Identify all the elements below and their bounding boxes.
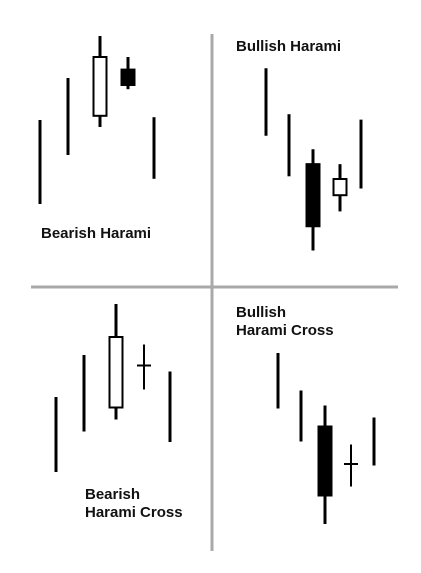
label-line: Bearish — [85, 486, 141, 503]
label-line: Harami Cross — [236, 322, 334, 339]
label-bullish-harami: Bullish Harami — [236, 38, 341, 56]
label-bearish-harami-cross: Bearish Harami Cross — [85, 486, 183, 522]
candle-body — [92, 56, 108, 117]
label-line: Harami Cross — [85, 504, 183, 521]
panel-bullish-harami — [264, 68, 363, 251]
doji-cross — [137, 344, 151, 390]
bearish-candle — [317, 405, 333, 524]
candle-body — [108, 336, 124, 409]
label-line: Bullish — [236, 304, 287, 321]
panel-bearish-harami — [38, 36, 156, 204]
candle-body — [305, 163, 321, 228]
bearish-candle — [120, 57, 136, 90]
bullish-candle — [332, 164, 348, 212]
candle-body — [332, 178, 348, 197]
label-bullish-harami-cross: Bullish Harami Cross — [236, 304, 334, 340]
doji-cross — [344, 444, 358, 487]
bearish-candle — [305, 149, 321, 251]
candle-body — [317, 425, 333, 497]
label-bearish-harami: Bearish Harami — [41, 225, 151, 243]
label-line: Bearish Harami — [41, 225, 152, 242]
panel-bullish-harami-cross — [276, 353, 376, 524]
candle-body — [120, 68, 136, 86]
bullish-candle — [108, 304, 124, 420]
panel-bearish-harami-cross — [54, 304, 172, 472]
label-line: Bullish Harami — [236, 38, 342, 55]
bullish-candle — [92, 36, 108, 127]
